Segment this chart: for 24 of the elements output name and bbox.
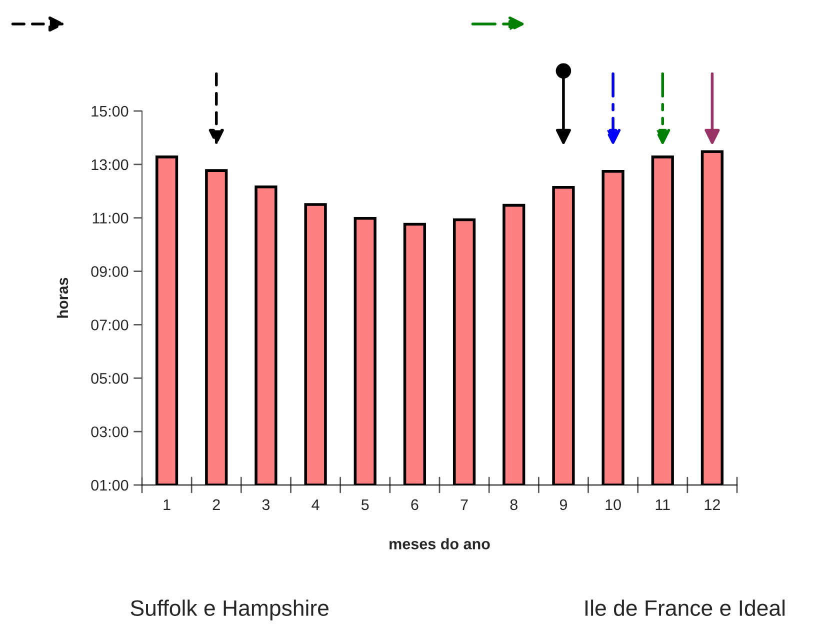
text: Suffolk e Hampshire	[130, 600, 328, 620]
text: Ile de France e Ideal	[585, 600, 785, 616]
x-tick-label: 9	[560, 499, 567, 510]
y-tick-label: 03:00	[91, 426, 128, 438]
x-tick-label: 3	[262, 499, 270, 510]
x-tick-label: 8	[510, 499, 518, 510]
x-axis-title: meses do ano	[390, 538, 490, 550]
y-tick-label: 11:00	[92, 212, 128, 224]
y-axis-title: horas	[56, 278, 68, 318]
x-tick-label: 6	[411, 499, 418, 510]
x-tick-label: 4	[312, 499, 320, 510]
x-tick-label: 10	[606, 499, 621, 510]
x-tick-label: 12	[704, 499, 720, 510]
x-tick-label: 1	[164, 499, 170, 510]
x-tick-label: 2	[212, 499, 220, 510]
y-tick-label: 01:00	[91, 480, 128, 491]
y-tick-label: 07:00	[91, 320, 128, 330]
y-tick-label: 09:00	[91, 266, 128, 277]
y-tick-label: 05:00	[91, 373, 128, 384]
y-tick-label: 13:00	[92, 159, 128, 170]
x-tick-label: 7	[460, 499, 468, 510]
y-tick-label: 15:00	[92, 106, 128, 117]
x-tick-label: 5	[361, 499, 369, 510]
x-tick-label: 11	[656, 499, 670, 510]
